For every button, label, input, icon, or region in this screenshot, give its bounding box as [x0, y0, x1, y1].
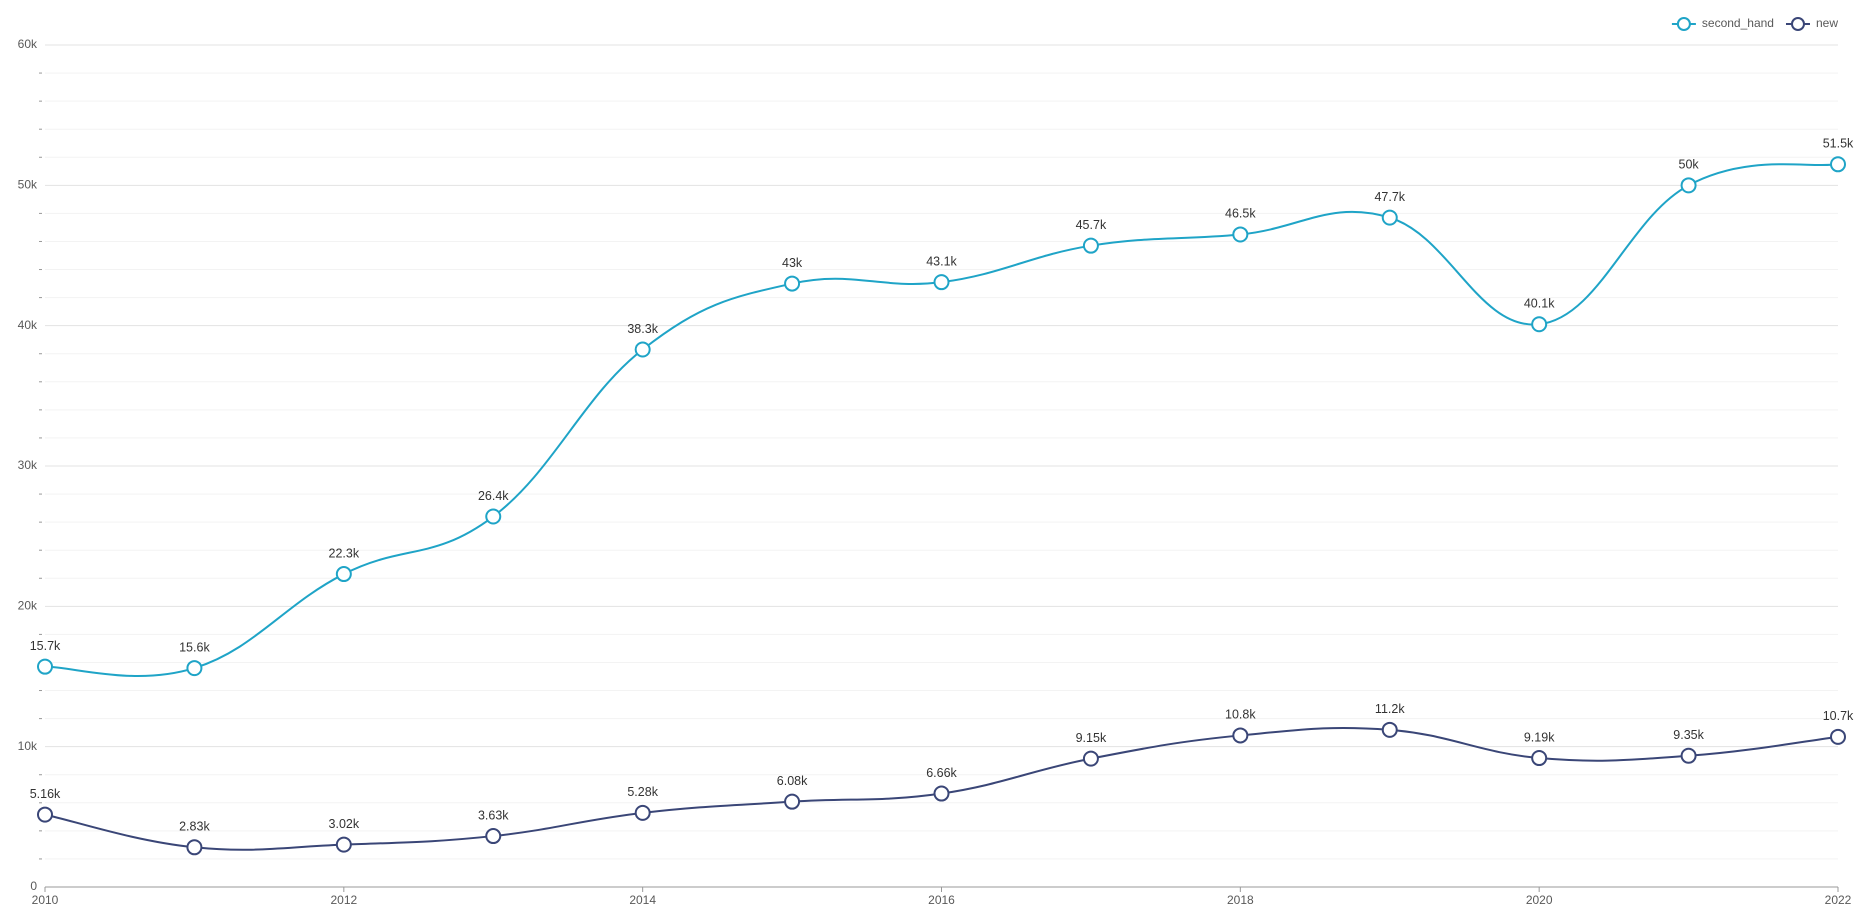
y-tick-label: 40k	[18, 318, 38, 332]
data-label: 15.6k	[179, 640, 210, 654]
data-point	[1082, 237, 1099, 254]
data-label: 50k	[1679, 158, 1700, 172]
data-label: 2.83k	[179, 820, 210, 834]
data-label: 45.7k	[1076, 218, 1107, 232]
data-label: 6.08k	[777, 774, 808, 788]
x-tick-label: 2014	[629, 893, 656, 907]
data-point	[485, 828, 502, 845]
data-label: 11.2k	[1375, 702, 1405, 716]
y-tick-label: 30k	[18, 458, 38, 472]
data-label: 5.28k	[627, 785, 658, 799]
data-label: 38.3k	[627, 322, 658, 336]
data-label: 10.7k	[1823, 709, 1854, 723]
data-label: 40.1k	[1524, 297, 1555, 311]
data-point	[1381, 721, 1398, 738]
data-point	[37, 806, 53, 823]
data-point	[784, 275, 801, 292]
data-point	[1830, 156, 1846, 173]
data-label: 10.8k	[1225, 708, 1256, 722]
data-point	[335, 566, 352, 583]
data-label: 51.5k	[1823, 137, 1854, 151]
data-label: 47.7k	[1374, 190, 1405, 204]
data-point	[634, 804, 651, 821]
x-tick-label: 2016	[928, 893, 955, 907]
y-tick-label: 20k	[18, 599, 38, 613]
data-point	[634, 341, 651, 358]
x-tick-label: 2020	[1526, 893, 1553, 907]
data-point	[37, 658, 53, 675]
data-label: 3.02k	[329, 817, 360, 831]
data-point	[186, 839, 203, 856]
data-label: 46.5k	[1225, 207, 1256, 221]
data-point	[186, 660, 203, 677]
data-point	[1531, 750, 1548, 767]
data-point	[1680, 177, 1697, 194]
y-tick-label: 60k	[18, 37, 38, 51]
legend-item: new	[1785, 16, 1838, 31]
data-point	[1232, 226, 1249, 243]
data-label: 26.4k	[478, 489, 509, 503]
data-point	[933, 274, 950, 291]
data-label: 9.35k	[1673, 728, 1704, 742]
data-point	[1531, 316, 1548, 333]
data-point	[485, 508, 502, 525]
data-label: 6.66k	[926, 766, 957, 780]
data-label: 9.19k	[1524, 730, 1555, 744]
data-label: 15.7k	[30, 639, 61, 653]
x-tick-label: 2010	[32, 893, 59, 907]
legend-item: second_hand	[1671, 16, 1774, 31]
data-point	[933, 785, 950, 802]
data-point	[1082, 750, 1099, 767]
data-label: 9.15k	[1076, 731, 1107, 745]
data-label: 5.16k	[30, 787, 61, 801]
legend-label: new	[1816, 16, 1838, 30]
data-label: 22.3k	[329, 546, 360, 560]
y-tick-label: 10k	[18, 739, 38, 753]
y-tick-label: 50k	[18, 178, 38, 192]
data-point	[1680, 747, 1697, 764]
x-tick-label: 2022	[1825, 893, 1852, 907]
data-label: 43k	[782, 256, 803, 270]
data-point	[784, 793, 801, 810]
legend-marker	[1790, 17, 1805, 31]
data-point	[1232, 727, 1249, 744]
x-tick-label: 2012	[330, 893, 357, 907]
x-tick-label: 2018	[1227, 893, 1254, 907]
legend-marker	[1676, 17, 1691, 31]
y-tick-label: 0	[30, 879, 37, 893]
data-label: 43.1k	[926, 254, 957, 268]
data-point	[1830, 728, 1846, 745]
data-point	[1381, 209, 1398, 226]
data-label: 3.63k	[478, 808, 509, 822]
data-point	[335, 836, 352, 853]
legend-label: second_hand	[1702, 16, 1774, 30]
